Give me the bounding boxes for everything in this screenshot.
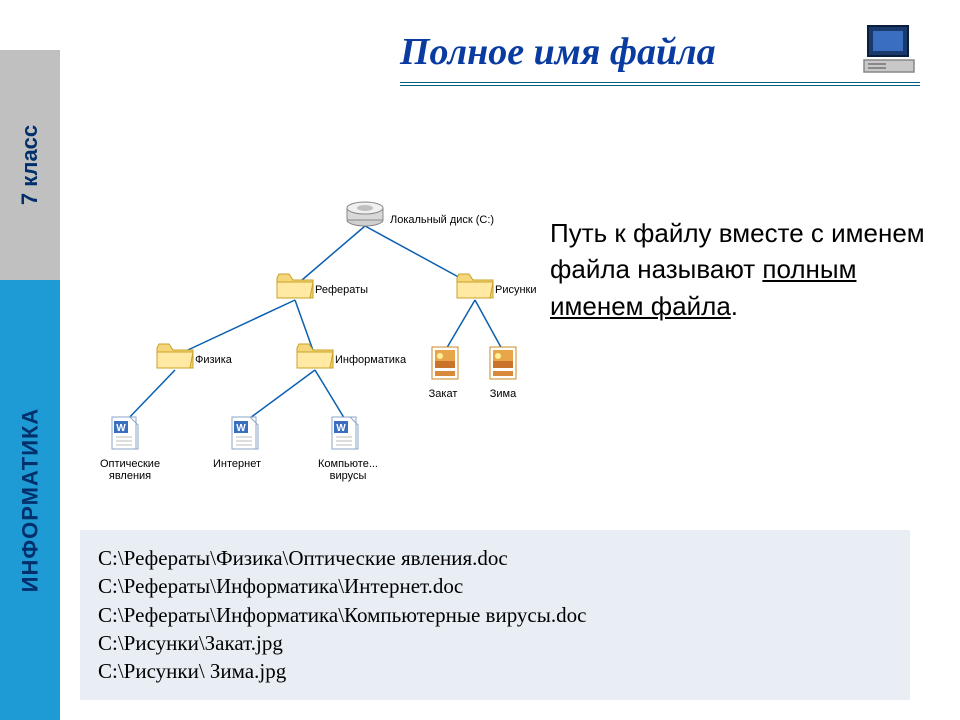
tree-label-zakat: Закат [423,388,463,400]
file-path: C:\Рефераты\Информатика\Компьютерные вир… [98,601,892,629]
tree-label-vir: Компьюте...вирусы [308,458,388,482]
svg-text:W: W [236,423,246,434]
file-path: C:\Рефераты\Информатика\Интернет.doc [98,572,892,600]
tree-node-root [345,200,385,231]
tree-node-ris [455,270,495,305]
tree-label-fiz: Физика [195,354,232,366]
file-path: C:\Рисунки\Закат.jpg [98,629,892,657]
page-title: Полное имя файла [400,30,716,74]
tree-label-int: Интернет [213,458,261,470]
sidebar-top: 7 класс [0,50,60,280]
sidebar-bottom-label: ИНФОРМАТИКА [17,408,43,593]
tree-node-opt: W [110,415,142,458]
file-path: C:\Рефераты\Физика\Оптические явления.do… [98,544,892,572]
sidebar-bottom: ИНФОРМАТИКА [0,280,60,720]
tree-label-opt: Оптическиеявления [90,458,170,482]
tree-label-root: Локальный диск (C:) [390,214,494,226]
title-underline [400,82,920,86]
file-path: C:\Рисунки\ Зима.jpg [98,657,892,685]
svg-text:W: W [116,423,126,434]
tree-node-ref [275,270,315,305]
tree-node-inf [295,340,335,375]
tree-node-zakat [430,345,460,384]
tree-node-zima [488,345,518,384]
tree-label-inf: Информатика [335,354,406,366]
desc-suffix: . [731,291,738,321]
desc-prefix: Путь к файлу вместе с именем файла назыв… [550,218,925,284]
tree-node-fiz [155,340,195,375]
description-text: Путь к файлу вместе с именем файла назыв… [550,215,930,324]
tree-node-vir: W [330,415,362,458]
sidebar-top-label: 7 класс [17,125,43,205]
svg-text:W: W [336,423,346,434]
tree-label-ris: Рисунки [495,284,537,296]
file-paths-list: C:\Рефераты\Физика\Оптические явления.do… [80,530,910,700]
tree-label-ref: Рефераты [315,284,368,296]
file-tree: Локальный диск (C:)РефератыРисункиФизика… [80,200,530,500]
tree-node-int: W [230,415,262,458]
computer-icon [860,20,920,85]
tree-label-zima: Зима [483,388,523,400]
sidebar: 7 класс ИНФОРМАТИКА [0,0,60,720]
